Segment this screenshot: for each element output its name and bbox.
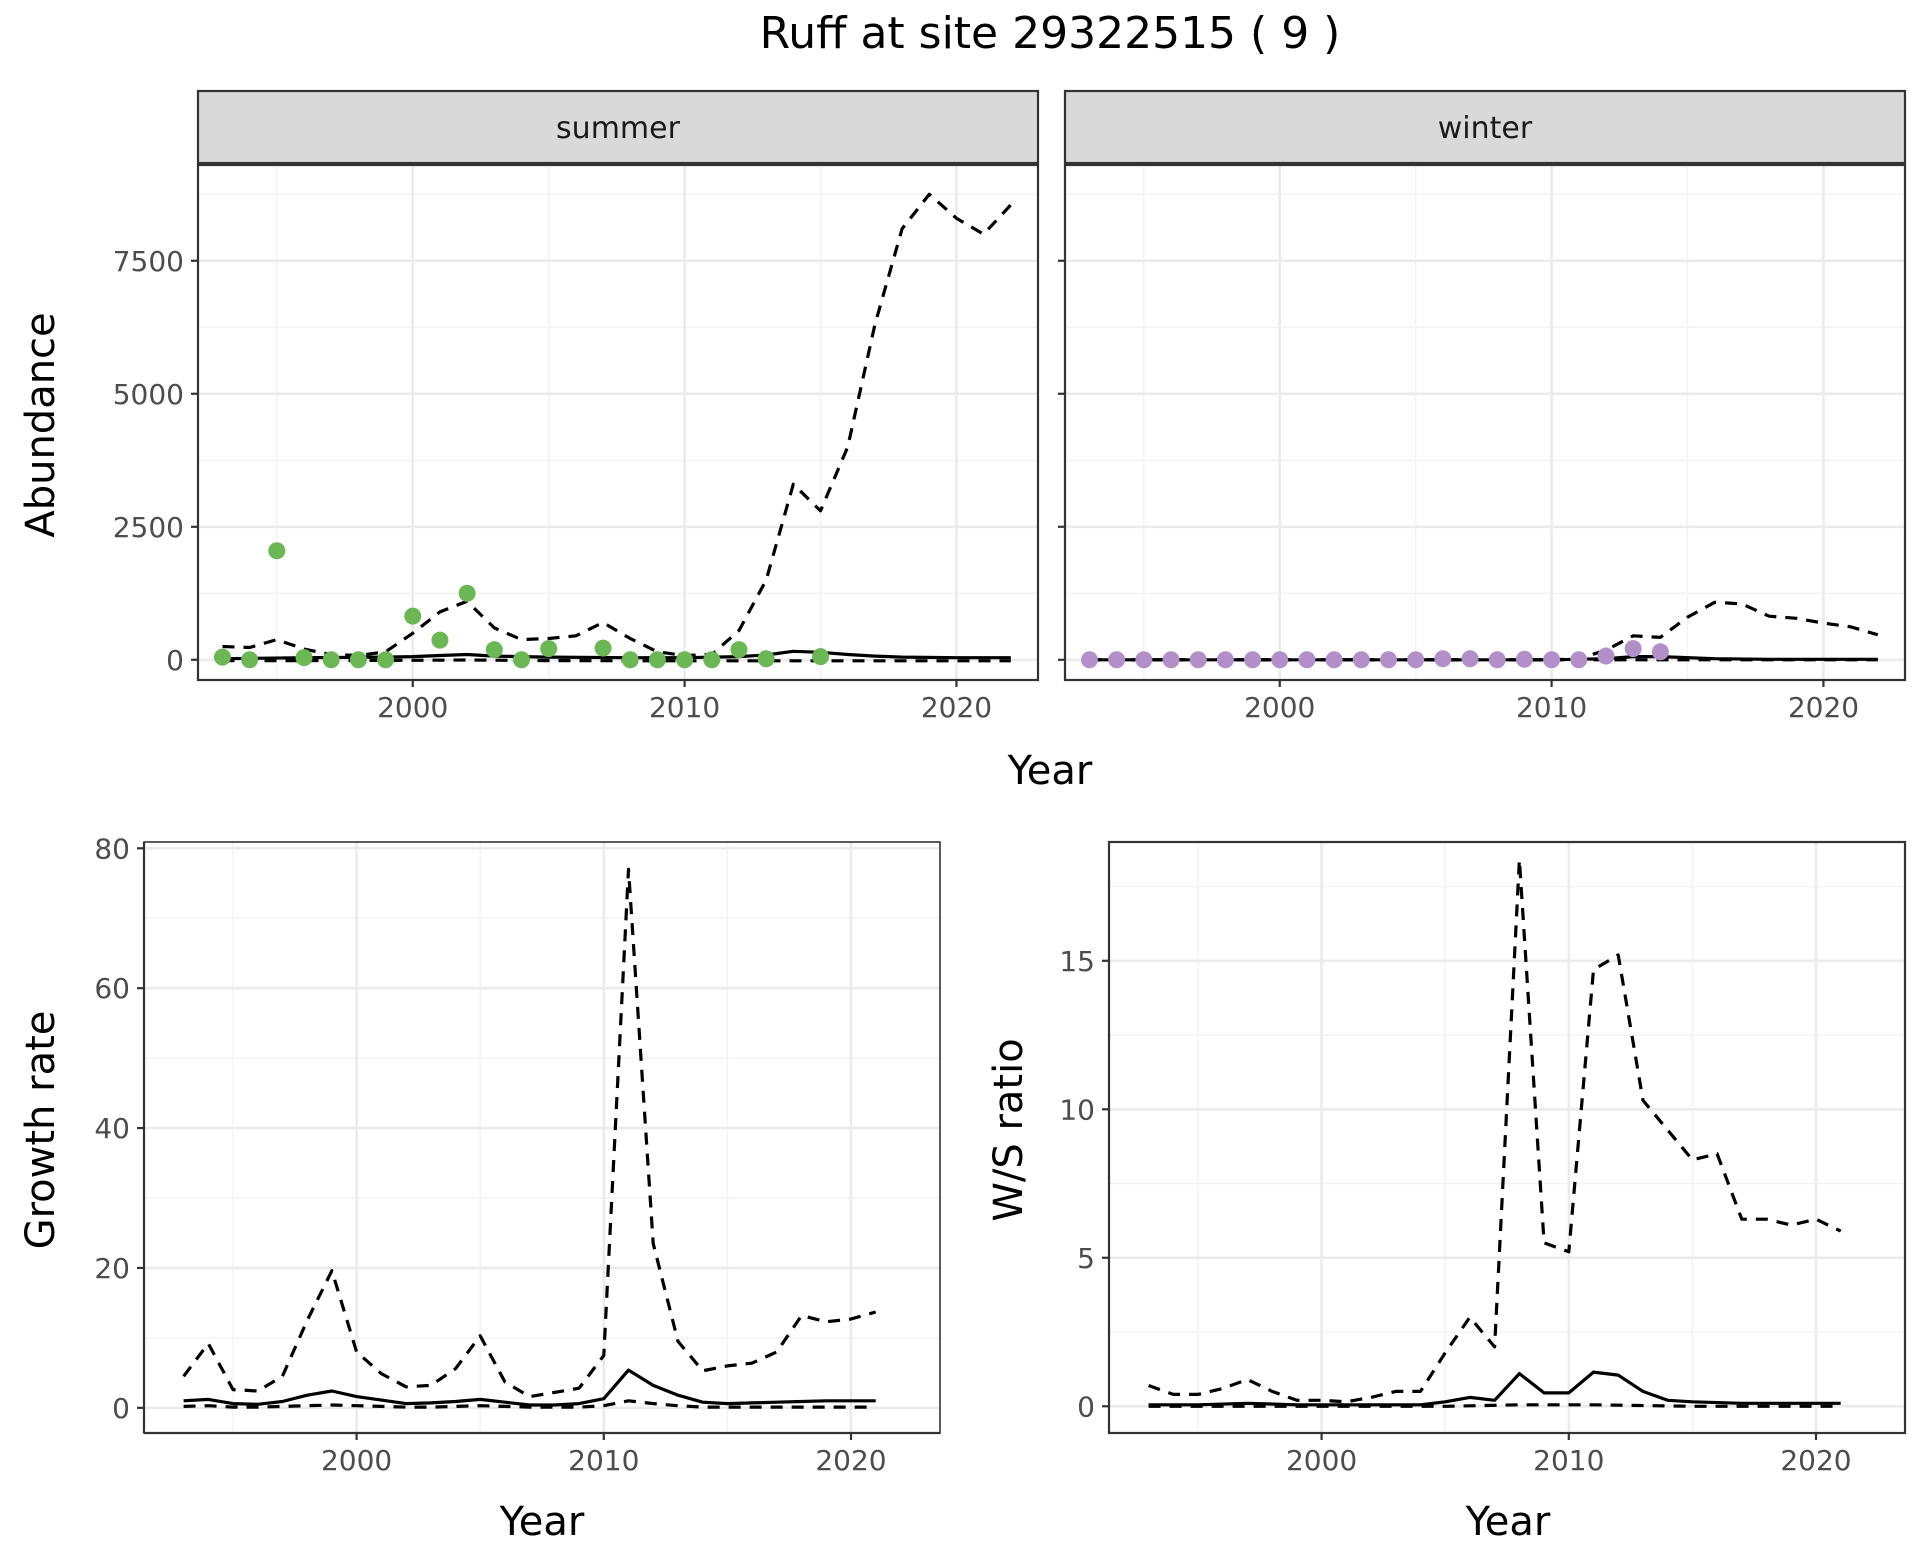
winter-observed-point [1570, 651, 1588, 669]
summer-observed-point [295, 649, 313, 667]
summer-observed-point [648, 651, 666, 669]
summer-observed-point [485, 641, 503, 659]
winter-observed-point [1407, 651, 1425, 669]
summer-observed-point [322, 651, 340, 669]
summer-observed-point [213, 648, 231, 666]
winter-observed-point [1651, 643, 1669, 661]
growth-y-tick-label: 0 [112, 1392, 130, 1425]
winter-panel: 2000 2010 2020 winter [1058, 89, 1907, 724]
ratio-series-estimate [1148, 1370, 1841, 1407]
winter-observed-point [1543, 651, 1561, 669]
winter-facet-label: winter [1438, 111, 1533, 146]
summer-y-tick-label: 0 [166, 644, 184, 677]
growth-y-tick-label: 40 [94, 1112, 130, 1145]
ws-ratio-panel: 2000 2010 2020 0 5 10 15 [1059, 840, 1907, 1477]
growth-y-axis-title: Growth rate [18, 1011, 64, 1250]
winter-observed-point [1379, 651, 1397, 669]
growth-rate-panel: 2000 2010 2020 0 20 40 60 80 [94, 832, 941, 1477]
summer-observed-point [241, 651, 259, 669]
winter-facet-strip [1063, 89, 1907, 165]
winter-x-tick-label: 2000 [1244, 691, 1315, 724]
summer-observed-point [377, 651, 395, 669]
summer-observed-point [404, 607, 422, 625]
winter-observed-point [1352, 651, 1370, 669]
winter-observed-point [1461, 650, 1479, 668]
growth-y-tick-label: 20 [94, 1252, 130, 1285]
ratio-plot-area [1109, 842, 1905, 1433]
winter-observed-point [1488, 651, 1506, 669]
summer-observed-point [431, 631, 449, 649]
ratio-y-tick-label: 15 [1059, 945, 1095, 978]
abundance-y-axis-title: Abundance [18, 312, 64, 537]
ratio-y-axis-title: W/S ratio [986, 1038, 1032, 1221]
abundance-x-axis-title: Year [1007, 748, 1093, 794]
figure-title: Ruff at site 29322515 ( 9 ) [760, 8, 1341, 59]
growth-x-tick-label: 2010 [568, 1444, 639, 1477]
growth-panel-border [143, 841, 941, 1434]
ratio-x-tick-label: 2010 [1533, 1444, 1604, 1477]
growth-x-tick-label: 2000 [321, 1444, 392, 1477]
growth-y-tick-label: 80 [94, 832, 130, 865]
summer-series-lower-bound [222, 658, 1011, 663]
summer-observed-point [512, 651, 530, 669]
winter-observed-point [1624, 640, 1642, 658]
summer-y-tick-label: 5000 [113, 378, 184, 411]
ratio-x-axis-title: Year [1465, 1499, 1551, 1545]
ratio-panel-border [1107, 840, 1907, 1435]
summer-y-tick-label: 7500 [113, 245, 184, 278]
ratio-x-tick-label: 2020 [1780, 1444, 1851, 1477]
summer-observed-point [594, 639, 612, 657]
winter-observed-point [1325, 651, 1343, 669]
winter-observed-point [1135, 651, 1153, 669]
growth-series-estimate [183, 1368, 876, 1407]
summer-facet-strip [196, 89, 1040, 165]
summer-observed-point [621, 651, 639, 669]
growth-x-tick-label: 2020 [815, 1444, 886, 1477]
winter-observed-point [1434, 650, 1452, 668]
winter-observed-point [1597, 647, 1615, 665]
winter-series-upper-bound [1089, 600, 1879, 662]
growth-y-tick-label: 60 [94, 972, 130, 1005]
winter-observed-point [1298, 651, 1316, 669]
ratio-x-tick-label: 2000 [1286, 1444, 1357, 1477]
ratio-series-upper-bound [1148, 858, 1842, 1404]
summer-observed-point [676, 651, 694, 669]
summer-panel-border [196, 163, 1040, 682]
ratio-series-lower-bound [1148, 1403, 1841, 1408]
summer-facet-label: summer [556, 111, 681, 146]
winter-observed-point [1515, 650, 1533, 668]
winter-observed-point [1189, 651, 1207, 669]
summer-plot-area [198, 165, 1038, 680]
summer-observed-point [730, 641, 748, 659]
summer-panel: 2000 2010 2020 0 2500 5000 7500 summer [113, 89, 1040, 724]
winter-x-tick-label: 2020 [1788, 691, 1859, 724]
winter-observed-point [1271, 651, 1289, 669]
summer-observed-point [268, 542, 286, 560]
summer-observed-point [812, 648, 830, 666]
summer-x-tick-label: 2010 [649, 691, 720, 724]
growth-series-lower-bound [183, 1399, 876, 1409]
winter-observed-point [1080, 651, 1098, 669]
winter-plot-area [1065, 165, 1905, 680]
ratio-y-tick-label: 0 [1077, 1390, 1095, 1423]
growth-plot-area [144, 842, 940, 1433]
summer-x-tick-label: 2000 [377, 691, 448, 724]
ratio-y-tick-label: 5 [1077, 1242, 1095, 1275]
winter-x-tick-label: 2010 [1516, 691, 1587, 724]
summer-observed-point [458, 584, 476, 602]
summer-observed-point [703, 651, 721, 669]
summer-observed-point [349, 651, 367, 669]
summer-observed-point [540, 640, 558, 658]
summer-y-tick-label: 2500 [113, 511, 184, 544]
winter-observed-point [1216, 651, 1234, 669]
summer-observed-point [757, 650, 775, 668]
ratio-y-tick-label: 10 [1059, 1093, 1095, 1126]
winter-observed-point [1162, 651, 1180, 669]
winter-observed-point [1244, 651, 1262, 669]
growth-x-axis-title: Year [499, 1499, 585, 1545]
summer-x-tick-label: 2020 [921, 691, 992, 724]
winter-observed-point [1108, 651, 1126, 669]
winter-panel-border [1063, 163, 1907, 682]
